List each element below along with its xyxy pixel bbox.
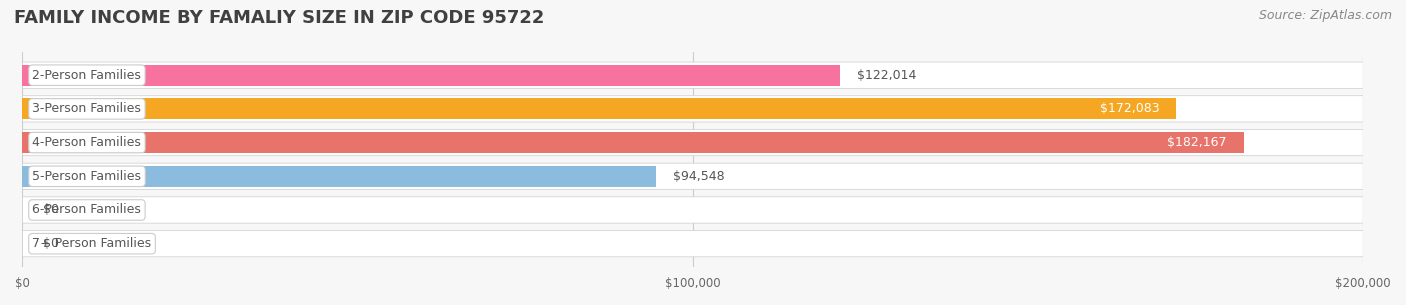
Bar bbox=[22, 99, 1175, 119]
Bar bbox=[22, 132, 1244, 153]
FancyBboxPatch shape bbox=[22, 129, 1364, 156]
Bar bbox=[22, 65, 841, 86]
Text: $182,167: $182,167 bbox=[1167, 136, 1227, 149]
FancyBboxPatch shape bbox=[22, 96, 1364, 122]
FancyBboxPatch shape bbox=[22, 231, 1364, 257]
FancyBboxPatch shape bbox=[22, 197, 1364, 223]
Text: 7+ Person Families: 7+ Person Families bbox=[32, 237, 152, 250]
Text: $94,548: $94,548 bbox=[673, 170, 724, 183]
Text: 2-Person Families: 2-Person Families bbox=[32, 69, 142, 82]
Text: $0: $0 bbox=[42, 203, 59, 217]
Text: FAMILY INCOME BY FAMALIY SIZE IN ZIP CODE 95722: FAMILY INCOME BY FAMALIY SIZE IN ZIP COD… bbox=[14, 9, 544, 27]
Text: $122,014: $122,014 bbox=[858, 69, 917, 82]
Text: Source: ZipAtlas.com: Source: ZipAtlas.com bbox=[1258, 9, 1392, 22]
Text: 4-Person Families: 4-Person Families bbox=[32, 136, 142, 149]
FancyBboxPatch shape bbox=[22, 163, 1364, 189]
Text: $172,083: $172,083 bbox=[1099, 102, 1160, 115]
Bar bbox=[22, 166, 657, 187]
Text: 6-Person Families: 6-Person Families bbox=[32, 203, 142, 217]
Text: 5-Person Families: 5-Person Families bbox=[32, 170, 142, 183]
Text: $0: $0 bbox=[42, 237, 59, 250]
FancyBboxPatch shape bbox=[22, 62, 1364, 88]
Text: 3-Person Families: 3-Person Families bbox=[32, 102, 142, 115]
